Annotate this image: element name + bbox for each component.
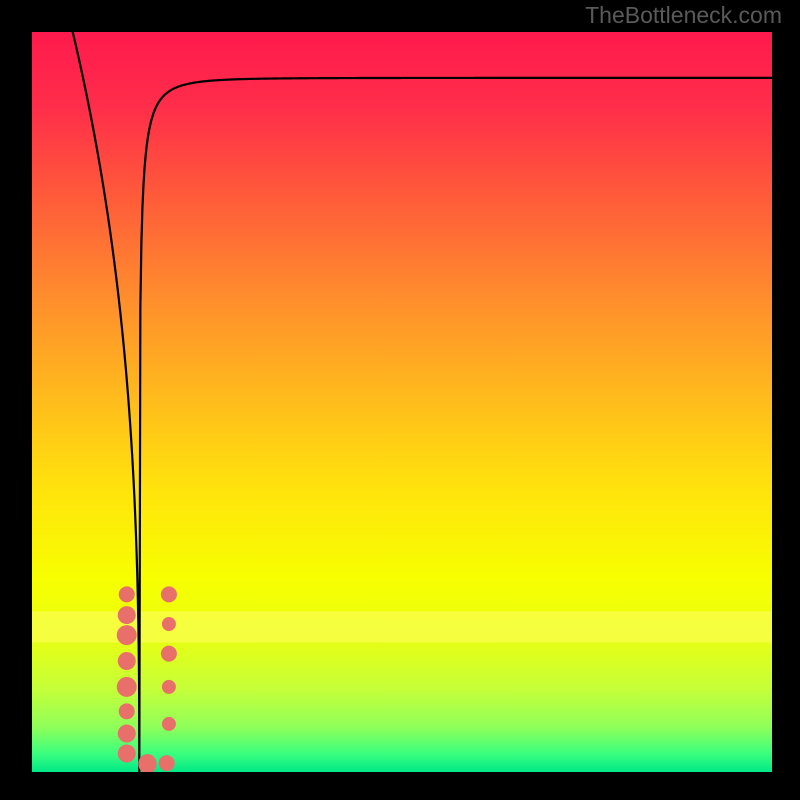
data-marker xyxy=(162,717,176,731)
data-marker xyxy=(117,625,137,645)
data-marker xyxy=(118,725,136,743)
data-marker xyxy=(119,586,135,602)
data-marker xyxy=(118,652,136,670)
data-marker xyxy=(162,617,176,631)
data-marker xyxy=(118,745,136,763)
plot-gradient-bg xyxy=(32,32,772,772)
data-marker xyxy=(162,680,176,694)
chart-svg xyxy=(0,0,800,800)
frame-left xyxy=(0,0,32,800)
highlight-band xyxy=(32,611,772,642)
chart-stage: TheBottleneck.com xyxy=(0,0,800,800)
data-marker xyxy=(159,755,175,771)
data-marker xyxy=(119,703,135,719)
data-marker xyxy=(161,586,177,602)
data-marker xyxy=(118,606,136,624)
frame-bottom xyxy=(0,772,800,800)
data-marker xyxy=(117,677,137,697)
watermark-label: TheBottleneck.com xyxy=(585,2,782,29)
data-marker xyxy=(161,646,177,662)
frame-right xyxy=(772,0,800,800)
data-marker xyxy=(138,756,156,774)
